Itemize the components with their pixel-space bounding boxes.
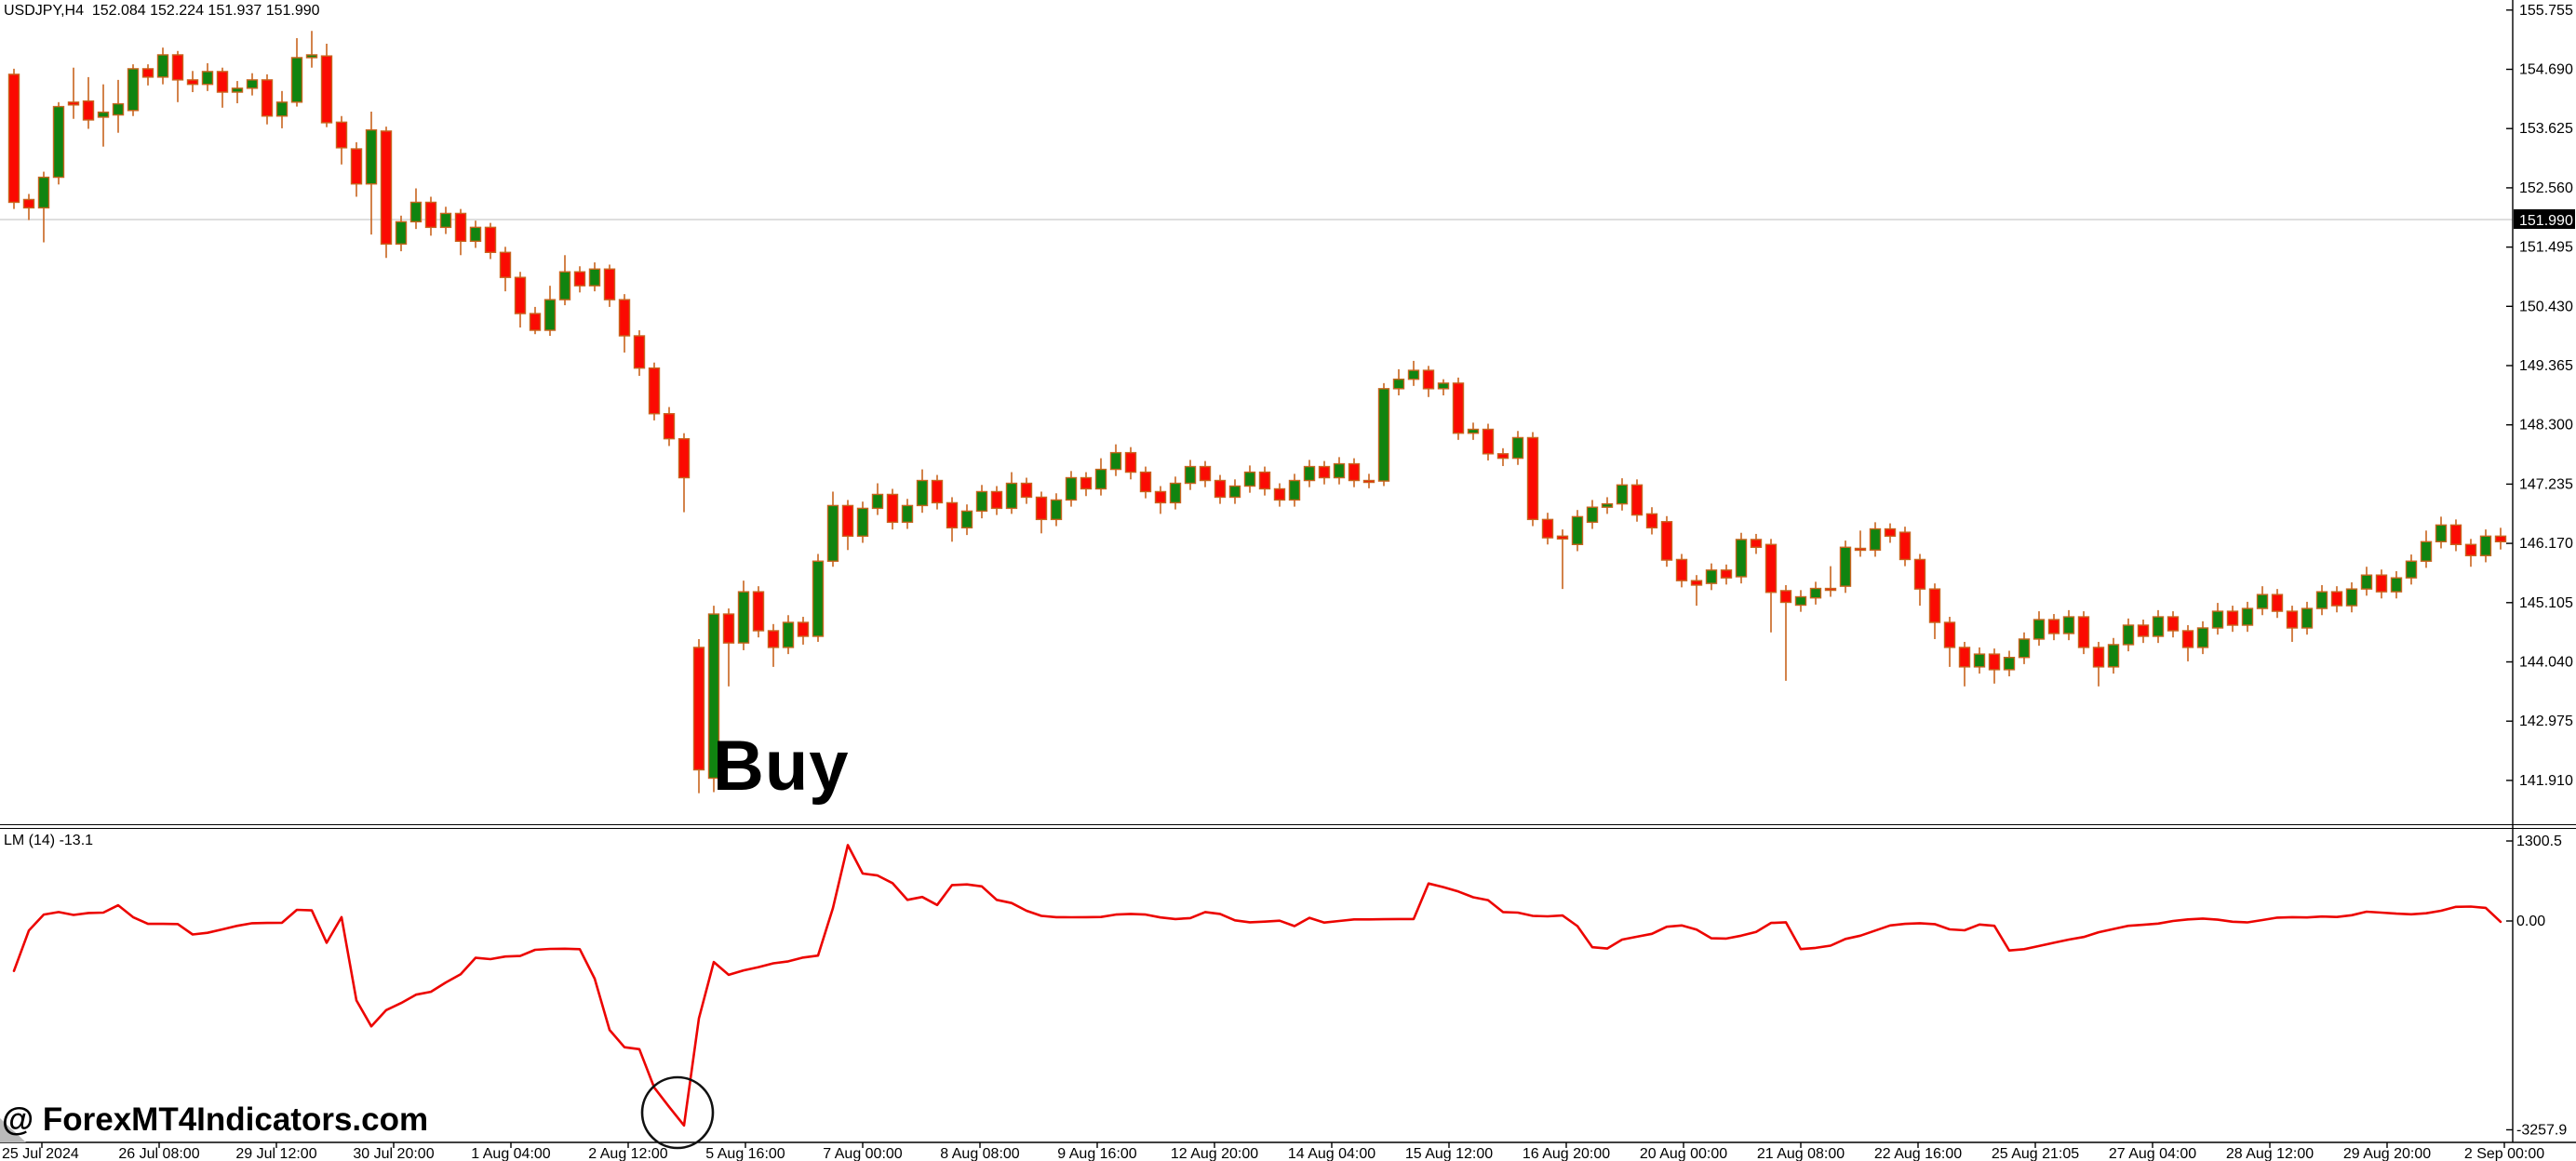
time-axis-label: 15 Aug 12:00	[1405, 1146, 1493, 1161]
buy-signal-annotation: Buy	[713, 727, 850, 806]
time-axis-label: 9 Aug 16:00	[1057, 1146, 1137, 1161]
indicator-level-label: 1300.5	[2516, 834, 2562, 849]
time-axis-label: 2 Aug 12:00	[588, 1146, 668, 1161]
time-axis-label: 27 Aug 04:00	[2109, 1146, 2196, 1161]
time-axis: 25 Jul 2024 26 Jul 08:00 29 Jul 12:00 30 Ju…	[2, 1142, 2544, 1161]
price-axis-label: 141.910	[2519, 773, 2573, 789]
time-axis-label: 16 Aug 20:00	[1523, 1146, 1610, 1161]
price-axis-label: 149.365	[2519, 358, 2573, 374]
time-axis-label: 8 Aug 08:00	[940, 1146, 1020, 1161]
price-axis-label: 155.755	[2519, 3, 2573, 19]
time-axis-label: 30 Jul 20:00	[353, 1146, 434, 1161]
price-axis-label: 152.560	[2519, 180, 2573, 196]
price-axis: 155.755 154.690 153.625 152.560 151.495 150.4…	[2506, 3, 2573, 789]
indicator-label: LM (14) -13.1	[4, 833, 94, 848]
corner-grip-triangle	[0, 1118, 26, 1142]
time-axis-label: 7 Aug 00:00	[823, 1146, 903, 1161]
time-axis-label: 21 Aug 08:00	[1757, 1146, 1845, 1161]
time-axis-label: 12 Aug 20:00	[1171, 1146, 1258, 1161]
price-axis-label: 142.975	[2519, 714, 2573, 729]
time-axis-label: 5 Aug 16:00	[705, 1146, 785, 1161]
time-axis-label: 25 Aug 21:05	[1992, 1146, 2079, 1161]
symbol-ohlc-title: USDJPY,H4 152.084 152.224 151.937 151.99…	[4, 3, 320, 19]
time-axis-label: 29 Jul 12:00	[235, 1146, 316, 1161]
indicator-level-label: 0.00	[2516, 914, 2545, 929]
indicator-line-series	[12, 844, 2502, 1128]
price-axis-label: 154.690	[2519, 62, 2573, 78]
price-axis-label: 153.625	[2519, 121, 2573, 137]
time-axis-label: 26 Jul 08:00	[118, 1146, 199, 1161]
price-axis-label: 147.235	[2519, 476, 2573, 492]
price-axis-label: 150.430	[2519, 299, 2573, 314]
price-axis-label: 145.105	[2519, 595, 2573, 611]
time-axis-label: 14 Aug 04:00	[1288, 1146, 1375, 1161]
time-axis-label: 25 Jul 2024	[2, 1146, 79, 1161]
price-axis-label: 146.170	[2519, 536, 2573, 552]
time-axis-label: 20 Aug 00:00	[1640, 1146, 1727, 1161]
price-axis-label: 144.040	[2519, 654, 2573, 670]
price-axis-label: 148.300	[2519, 418, 2573, 434]
time-axis-label: 22 Aug 16:00	[1874, 1146, 1962, 1161]
svg-text:151.990: 151.990	[2519, 213, 2573, 229]
time-axis-label: 2 Sep 00:00	[2464, 1146, 2544, 1161]
time-axis-label: 1 Aug 04:00	[471, 1146, 551, 1161]
current-price-tag: 151.990	[2514, 209, 2575, 229]
indicator-level-label: -3257.9	[2516, 1122, 2567, 1138]
time-axis-label: 29 Aug 20:00	[2343, 1146, 2431, 1161]
time-axis-label: 28 Aug 12:00	[2226, 1146, 2314, 1161]
price-axis-label: 151.495	[2519, 240, 2573, 256]
circle-annotation	[640, 1075, 715, 1150]
watermark: @ ForexMT4Indicators.com	[2, 1101, 429, 1138]
candlestick-series	[7, 31, 2507, 794]
indicator-axis: 1300.5 0.00 -3257.9	[2506, 834, 2567, 1138]
